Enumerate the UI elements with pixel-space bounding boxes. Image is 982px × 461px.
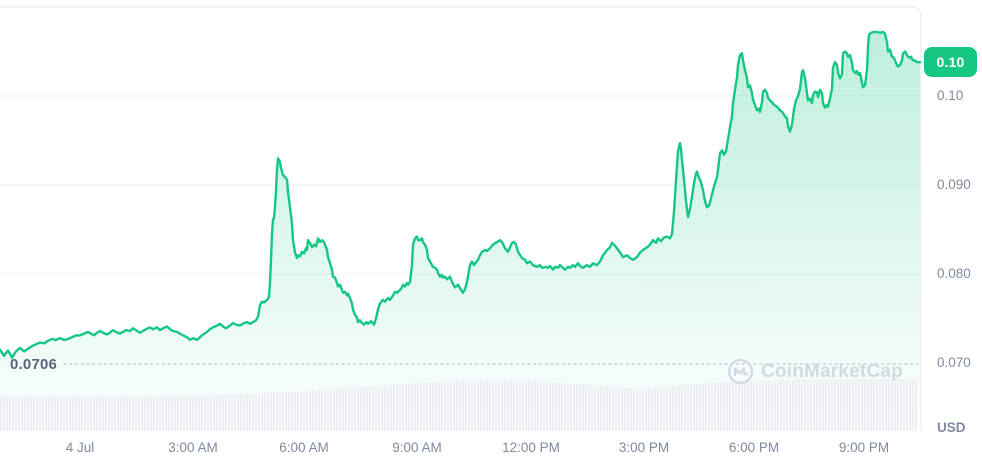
- x-axis-label: 6:00 PM: [728, 440, 780, 455]
- x-axis-label: 4 Jul: [65, 440, 95, 455]
- y-axis-label-0.10: 0.10: [937, 88, 964, 103]
- x-axis-label: 9:00 AM: [392, 440, 442, 455]
- price-line: [0, 30, 922, 359]
- y-axis-unit-label: USD: [937, 420, 966, 435]
- x-axis-label: 3:00 PM: [618, 440, 670, 455]
- price-area-texture: [0, 31, 920, 432]
- plot-border: [0, 6, 922, 431]
- current-price-badge: 0.10: [924, 47, 977, 78]
- y-axis-label-0.080: 0.080: [937, 266, 971, 281]
- x-axis-label: 3:00 AM: [168, 440, 218, 455]
- y-axis-label-0.090: 0.090: [937, 177, 971, 192]
- volume-bars: [0, 379, 917, 432]
- y-axis-label-0.070: 0.070: [937, 355, 971, 370]
- x-axis-label: 6:00 AM: [279, 440, 329, 455]
- low-price-label: 0.0706: [10, 356, 58, 373]
- x-axis-label: 12:00 PM: [502, 440, 560, 455]
- x-axis-label: 9:00 PM: [838, 440, 890, 455]
